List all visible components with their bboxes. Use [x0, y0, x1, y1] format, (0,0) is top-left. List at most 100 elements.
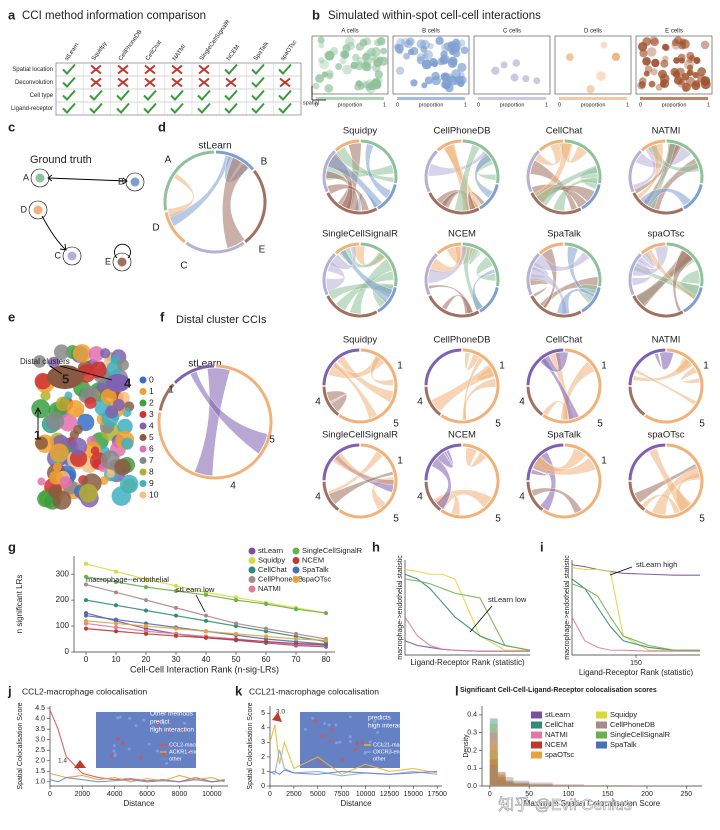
legend-dot [139, 411, 147, 418]
inset-spot [368, 740, 372, 744]
spot [658, 69, 667, 79]
spot [403, 52, 411, 60]
spot [510, 73, 519, 82]
tissue-spot [34, 436, 48, 450]
y-axis-label: Spatial Colocalisation Score [247, 702, 254, 789]
legend-label: 2 [149, 397, 154, 407]
histogram-bar [552, 784, 585, 786]
chord-arc [581, 287, 601, 313]
panel-letter: d [158, 119, 166, 134]
chord-arc [462, 139, 500, 184]
y-tick-label: 0.4 [467, 712, 477, 719]
cluster-blob [106, 374, 130, 392]
chord-ribbon [530, 487, 583, 514]
node-label: 1 [601, 456, 607, 467]
histogram-bar [529, 785, 553, 786]
spot [380, 47, 388, 55]
series-line [49, 709, 225, 783]
chord-arc [542, 348, 602, 424]
tissue-spot [52, 490, 72, 510]
chord-arc [640, 139, 666, 152]
legend-label: SingleCellSignalR [302, 546, 363, 555]
spot [342, 44, 351, 53]
histogram-bar [497, 771, 506, 786]
scale-bar [316, 97, 384, 100]
inset-spot [161, 753, 165, 757]
chord-arc [526, 443, 564, 481]
legend-label: CellPhoneDB [610, 720, 655, 729]
chord-arc [632, 295, 684, 318]
node [33, 205, 43, 215]
chord-ribbon [681, 366, 701, 384]
spot [372, 63, 381, 73]
series-point [174, 626, 178, 631]
node-ring [30, 168, 50, 188]
series-point [144, 598, 148, 603]
inset-spot [373, 719, 377, 723]
y-tick-label: 1.0 [35, 779, 45, 786]
legend-dot [139, 388, 147, 395]
spot [394, 44, 404, 54]
check-mark [197, 89, 211, 101]
chord-arc [538, 242, 564, 255]
x-tick-label: 15000 [404, 791, 424, 798]
spot [410, 79, 418, 87]
legend-label: SpaTalk [610, 740, 637, 749]
inset-spot [375, 749, 379, 753]
spot [441, 73, 448, 80]
spot [679, 38, 687, 46]
spot [611, 52, 621, 61]
histogram-bar [513, 783, 530, 786]
legend-label: CXCR3-endothelial [373, 749, 420, 755]
inset-spot [360, 740, 364, 744]
y-axis-label: n significant LRs [15, 575, 24, 634]
spot [671, 38, 680, 47]
series-point [324, 638, 328, 643]
map-label: 4 [124, 375, 132, 390]
panel-title: Simulated within-spot cell-cell interact… [328, 10, 541, 22]
scale-label: 0 [558, 102, 561, 108]
series-point [204, 629, 208, 634]
chord-arc [322, 150, 336, 193]
legend-swatch [596, 731, 607, 739]
legend-dot [139, 468, 147, 476]
histogram-bar [513, 784, 530, 786]
check-mark [251, 76, 265, 88]
scale-label: 1 [383, 102, 386, 108]
y-tick-label: 4.0 [35, 715, 45, 722]
spot [339, 50, 348, 59]
chart-title: CCL2-macrophage colocalisation [22, 686, 147, 696]
y-tick-label: 0.3 [467, 730, 477, 737]
series-line [571, 583, 700, 651]
chord-ribbon [465, 446, 488, 468]
histogram-bar [489, 718, 498, 786]
x-tick-label: 12500 [380, 791, 400, 798]
x-tick-label: 100 [563, 791, 575, 798]
legend-label: Squidpy [610, 710, 637, 719]
chord-ribbon [578, 284, 598, 304]
legend-label: 4 [149, 420, 154, 430]
x-axis-label: Distance [123, 799, 155, 808]
spot [566, 53, 574, 62]
chord-arc [424, 150, 438, 193]
legend-dot [139, 457, 147, 464]
x-tick-label: 0 [48, 791, 52, 798]
tissue-spot [117, 418, 133, 435]
node-label: 1 [601, 361, 607, 372]
legend-dot [248, 585, 256, 593]
tissue-spot [55, 396, 71, 412]
legend-label: ACKR1-endothelial [169, 749, 216, 755]
chord-arc [377, 287, 397, 313]
x-tick-label: 6000 [139, 791, 155, 798]
series-point [204, 618, 208, 623]
inset-spot [334, 741, 338, 745]
annotation: 1.4 [58, 758, 67, 765]
spot [660, 81, 667, 88]
inset-spot [380, 743, 384, 747]
cross-mark [144, 77, 156, 88]
node-label: B [261, 157, 268, 168]
series-point [114, 629, 118, 634]
chord-title: spaOTsc [648, 430, 685, 441]
series-point [84, 618, 88, 623]
